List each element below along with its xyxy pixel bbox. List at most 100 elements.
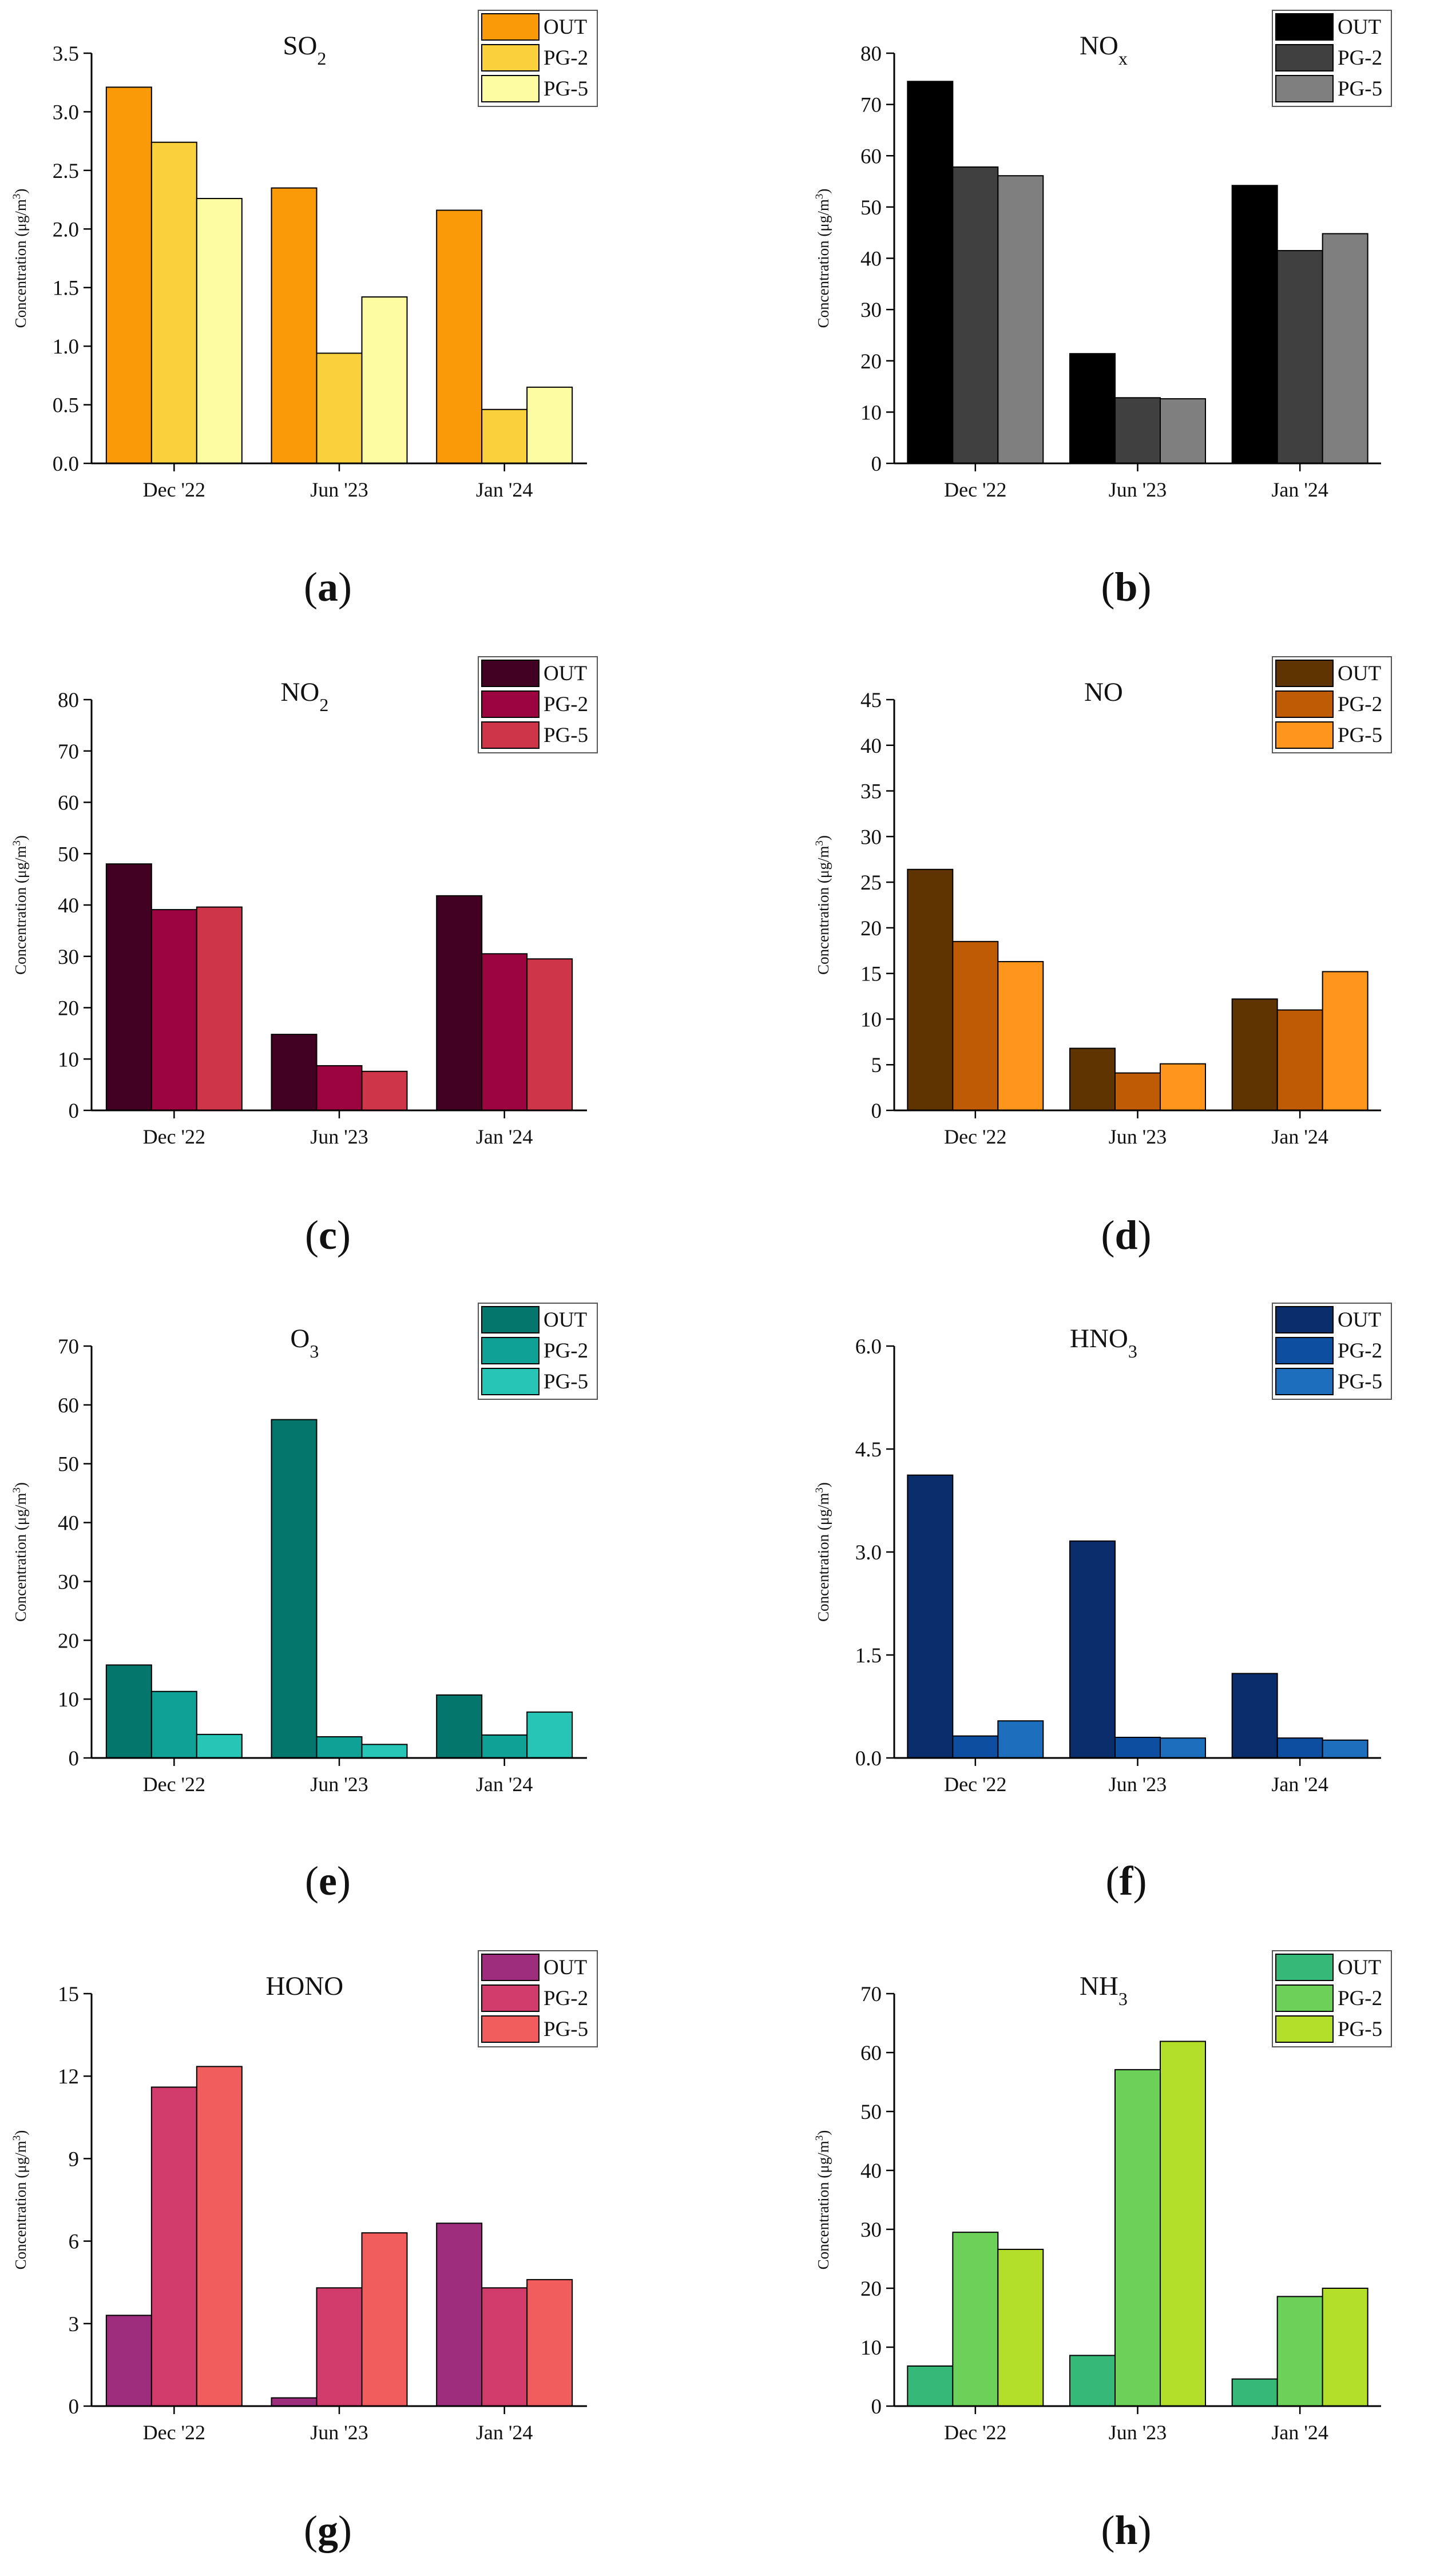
legend-label: OUT [544,1956,587,1979]
bar-a-pg-5-1 [361,296,408,464]
y-tick-label: 0.0 [855,1747,882,1771]
bar-a-pg-5-0 [196,198,243,464]
legend-swatch-pg-2 [1275,1337,1334,1364]
bar-c-out-0 [105,863,152,1111]
y-tick-label: 1.5 [855,1644,882,1668]
y-tick-label: 15 [58,1983,79,2006]
bar-f-pg-5-0 [997,1720,1044,1759]
panel-letter-open: ( [305,1858,319,1904]
x-tick-label: Jan '24 [476,1125,533,1148]
y-tick-label: 70 [860,94,882,117]
legend-label: PG-5 [1338,1370,1382,1394]
panel-letter: (f) [1106,1858,1147,1904]
panel-letter-close: ) [338,564,352,610]
chart-title-text: HNO [1070,1324,1128,1354]
panel-letter-open: ( [1101,1212,1114,1258]
chart-title: NO [1084,677,1123,707]
bar-g-pg-2-2 [481,2287,528,2407]
bar-f-pg-2-1 [1114,1737,1161,1759]
y-tick-label: 20 [58,1629,79,1653]
y-tick-label: 10 [58,1048,79,1071]
panel-letter-value: g [318,2507,338,2553]
bar-c-pg-5-2 [526,958,573,1112]
bar-b-pg-5-0 [997,175,1044,464]
legend-label: PG-2 [1338,1987,1382,2010]
y-tick-label: 6 [69,2230,80,2254]
y-tick-label: 10 [860,2336,882,2360]
bar-d-out-2 [1231,998,1278,1111]
bar-d-out-1 [1069,1047,1116,1111]
legend-label: PG-5 [1338,724,1382,747]
legend-label: PG-2 [544,693,588,716]
legend-label: PG-2 [544,1987,588,2010]
bar-h-pg-5-0 [997,2249,1044,2407]
y-tick-label: 80 [58,689,79,712]
panel-letter: (a) [304,564,352,610]
y-axis-label: Concentration (μg/m3) [814,1482,832,1622]
legend-label: PG-5 [544,724,588,747]
y-tick-label: 50 [860,196,882,220]
bar-g-pg-5-2 [526,2279,573,2407]
bar-g-pg-2-1 [316,2287,363,2407]
y-axis-label-superscript: 3 [11,2136,23,2141]
legend-label: PG-5 [544,2018,588,2041]
bar-b-out-2 [1231,185,1278,464]
legend-label: PG-2 [544,1339,588,1363]
y-tick-label: 2.5 [53,160,79,183]
panel-letter-open: ( [304,564,318,610]
bar-f-pg-2-2 [1276,1737,1323,1759]
bar-b-pg-2-2 [1276,250,1323,464]
legend-swatch-out [481,13,540,41]
chart-title-text: HONO [265,1971,343,2001]
chart-title-text: NH [1080,1971,1118,2001]
legend-swatch-pg-5 [481,1368,540,1395]
y-axis-label-close: ) [815,835,832,840]
y-axis-label-text: Concentration (μg/m [815,846,832,975]
legend-label: PG-5 [544,1370,588,1394]
panel-letter-open: ( [304,2507,318,2553]
legend-swatch-pg-5 [481,75,540,102]
y-tick-label: 60 [860,2042,882,2065]
y-tick-label: 0 [69,2395,80,2419]
chart-title-subscript: 3 [1128,1341,1137,1362]
chart-panel-c: Dec '22 Jun '23 Jan '24 0 10 20 30 40 50 60 70 80 Co… [11,656,598,1258]
y-axis-label-text: Concentration (μg/m [815,2141,832,2269]
bar-c-out-2 [436,895,483,1111]
bar-h-pg-2-0 [952,2232,999,2407]
panel-letter-close: ) [1138,564,1152,610]
y-axis-label-text: Concentration (μg/m [12,1493,29,1622]
chart-title-text: NO [1080,31,1118,61]
bar-c-pg-2-2 [481,953,528,1111]
bar-g-pg-2-0 [150,2086,197,2407]
bar-e-pg-2-1 [316,1736,363,1759]
y-axis-label-text: Concentration (μg/m [815,1493,832,1622]
legend-swatch-out [1275,1954,1334,1981]
y-tick-label: 50 [58,843,79,866]
bar-b-out-1 [1069,353,1116,465]
bar-d-pg-5-0 [997,960,1044,1111]
panel-letter: (g) [304,2507,352,2553]
y-axis-label-text: Concentration (μg/m [815,199,832,328]
legend-label: PG-2 [1338,46,1382,70]
chart-title: SO2 [283,31,326,69]
panel-letter-value: b [1114,564,1137,610]
x-tick-label: Jun '23 [1109,2421,1167,2444]
y-axis-label-close: ) [815,2130,832,2136]
y-tick-label: 20 [860,350,882,374]
y-tick-label: 20 [58,997,79,1021]
legend-label: PG-5 [1338,2018,1382,2041]
panel-letter-open: ( [1101,2507,1114,2553]
y-tick-label: 60 [58,1394,79,1418]
bar-h-out-0 [907,2365,954,2407]
x-tick-label: Dec '22 [143,1773,205,1796]
bar-h-out-1 [1069,2355,1116,2407]
legend-label: OUT [544,1308,587,1332]
bar-h-out-2 [1231,2378,1278,2407]
x-tick-label: Dec '22 [944,478,1006,501]
bar-g-pg-5-1 [361,2232,408,2407]
y-tick-label: 0 [69,1747,80,1771]
chart-title: O3 [290,1324,319,1362]
y-axis-label: Concentration (μg/m3) [11,189,30,328]
x-tick-label: Dec '22 [944,1773,1006,1796]
y-axis-label-superscript: 3 [11,1487,23,1493]
